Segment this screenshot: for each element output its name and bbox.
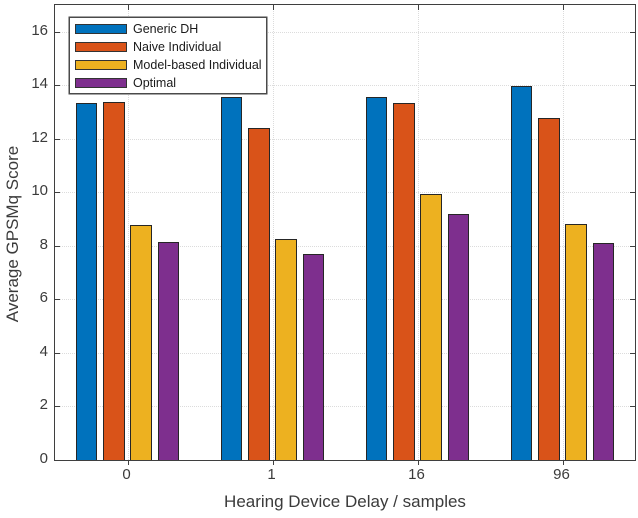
y-tick-mark bbox=[630, 31, 635, 33]
bar-model-based-individual-x96 bbox=[565, 223, 587, 460]
gridline-horizontal bbox=[55, 406, 635, 408]
y-tick-label: 10 bbox=[31, 182, 48, 200]
y-tick-label: 2 bbox=[39, 396, 48, 414]
y-tick-label: 16 bbox=[31, 21, 48, 39]
x-axis-label: Hearing Device Delay / samples bbox=[224, 492, 466, 511]
y-tick-label: 4 bbox=[39, 342, 48, 360]
plot-area bbox=[54, 4, 636, 465]
gridline-vertical bbox=[272, 5, 274, 460]
x-tick-label: 96 bbox=[553, 466, 570, 483]
x-tick-label: 1 bbox=[267, 466, 276, 483]
y-tick-mark bbox=[55, 138, 60, 140]
y-tick-mark bbox=[55, 31, 60, 33]
y-tick-mark bbox=[630, 406, 635, 408]
legend-item-model-based-individual: Model-based Individual bbox=[75, 56, 266, 74]
gridline-horizontal bbox=[55, 85, 635, 87]
x-tick-mark bbox=[272, 461, 274, 465]
legend-swatch-yellow bbox=[75, 59, 127, 70]
gridline-vertical bbox=[562, 5, 564, 460]
y-tick-mark bbox=[630, 192, 635, 194]
legend-label: Optimal bbox=[133, 75, 177, 90]
gridline-vertical bbox=[127, 5, 129, 460]
y-tick-mark bbox=[630, 138, 635, 140]
legend: Generic DH Naive Individual Model-based … bbox=[69, 17, 267, 94]
bar-generic-dh-x0 bbox=[75, 103, 98, 460]
y-tick-mark bbox=[55, 406, 60, 408]
bar-naive-individual-x16 bbox=[393, 102, 415, 460]
legend-label: Model-based Individual bbox=[133, 57, 262, 72]
gridline-horizontal bbox=[55, 31, 635, 33]
bar-generic-dh-x16 bbox=[365, 96, 388, 460]
x-tick-mark bbox=[417, 461, 419, 465]
y-tick-mark bbox=[55, 85, 60, 87]
legend-label: Generic DH bbox=[133, 21, 199, 36]
y-tick-label: 0 bbox=[39, 450, 48, 467]
x-tick-mark bbox=[127, 461, 129, 465]
x-tick-mark bbox=[562, 5, 564, 10]
legend-swatch-orange bbox=[75, 41, 127, 52]
y-tick-label: 12 bbox=[31, 128, 48, 146]
legend-label: Naive Individual bbox=[133, 39, 222, 54]
bar-generic-dh-x96 bbox=[510, 86, 533, 460]
gridline-horizontal bbox=[55, 299, 635, 301]
y-tick-mark bbox=[630, 299, 635, 301]
bar-optimal-x16 bbox=[447, 214, 470, 460]
legend-swatch-purple bbox=[75, 77, 127, 88]
y-tick-mark bbox=[55, 460, 60, 461]
y-tick-label: 6 bbox=[39, 289, 48, 307]
y-tick-mark bbox=[630, 245, 635, 247]
bar-model-based-individual-x1 bbox=[275, 238, 297, 460]
bar-model-based-individual-x16 bbox=[420, 193, 442, 460]
y-tick-mark bbox=[630, 460, 635, 461]
legend-item-naive-individual: Naive Individual bbox=[75, 38, 266, 56]
gridline-horizontal bbox=[55, 352, 635, 354]
bar-model-based-individual-x0 bbox=[130, 225, 152, 460]
x-tick-label: 0 bbox=[122, 466, 131, 483]
gridline-vertical bbox=[417, 5, 419, 460]
x-tick-mark bbox=[562, 461, 564, 465]
bar-naive-individual-x96 bbox=[538, 118, 560, 460]
bar-naive-individual-x1 bbox=[248, 127, 270, 460]
legend-swatch-blue bbox=[75, 23, 127, 34]
y-tick-mark bbox=[55, 245, 60, 247]
legend-item-generic-dh: Generic DH bbox=[75, 20, 266, 38]
x-tick-mark bbox=[417, 5, 419, 10]
y-tick-mark bbox=[55, 299, 60, 301]
gridline-horizontal bbox=[55, 245, 635, 247]
y-tick-mark bbox=[55, 352, 60, 354]
y-tick-mark bbox=[55, 192, 60, 194]
x-tick-mark bbox=[127, 5, 129, 10]
y-tick-mark bbox=[630, 85, 635, 87]
y-axis-label: Average GPSMq Score bbox=[3, 145, 22, 323]
y-tick-label: 8 bbox=[39, 235, 48, 253]
gridline-horizontal bbox=[55, 192, 635, 194]
bar-naive-individual-x0 bbox=[103, 102, 125, 460]
legend-item-optimal: Optimal bbox=[75, 74, 266, 92]
bar-optimal-x96 bbox=[592, 242, 615, 460]
bar-optimal-x1 bbox=[302, 253, 325, 460]
y-tick-mark bbox=[630, 352, 635, 354]
x-tick-label: 16 bbox=[408, 466, 425, 483]
x-tick-mark bbox=[272, 5, 274, 10]
gridline-horizontal bbox=[55, 138, 635, 140]
y-tick-label: 14 bbox=[31, 75, 48, 93]
bar-generic-dh-x1 bbox=[220, 97, 243, 460]
bar-optimal-x0 bbox=[157, 241, 180, 460]
